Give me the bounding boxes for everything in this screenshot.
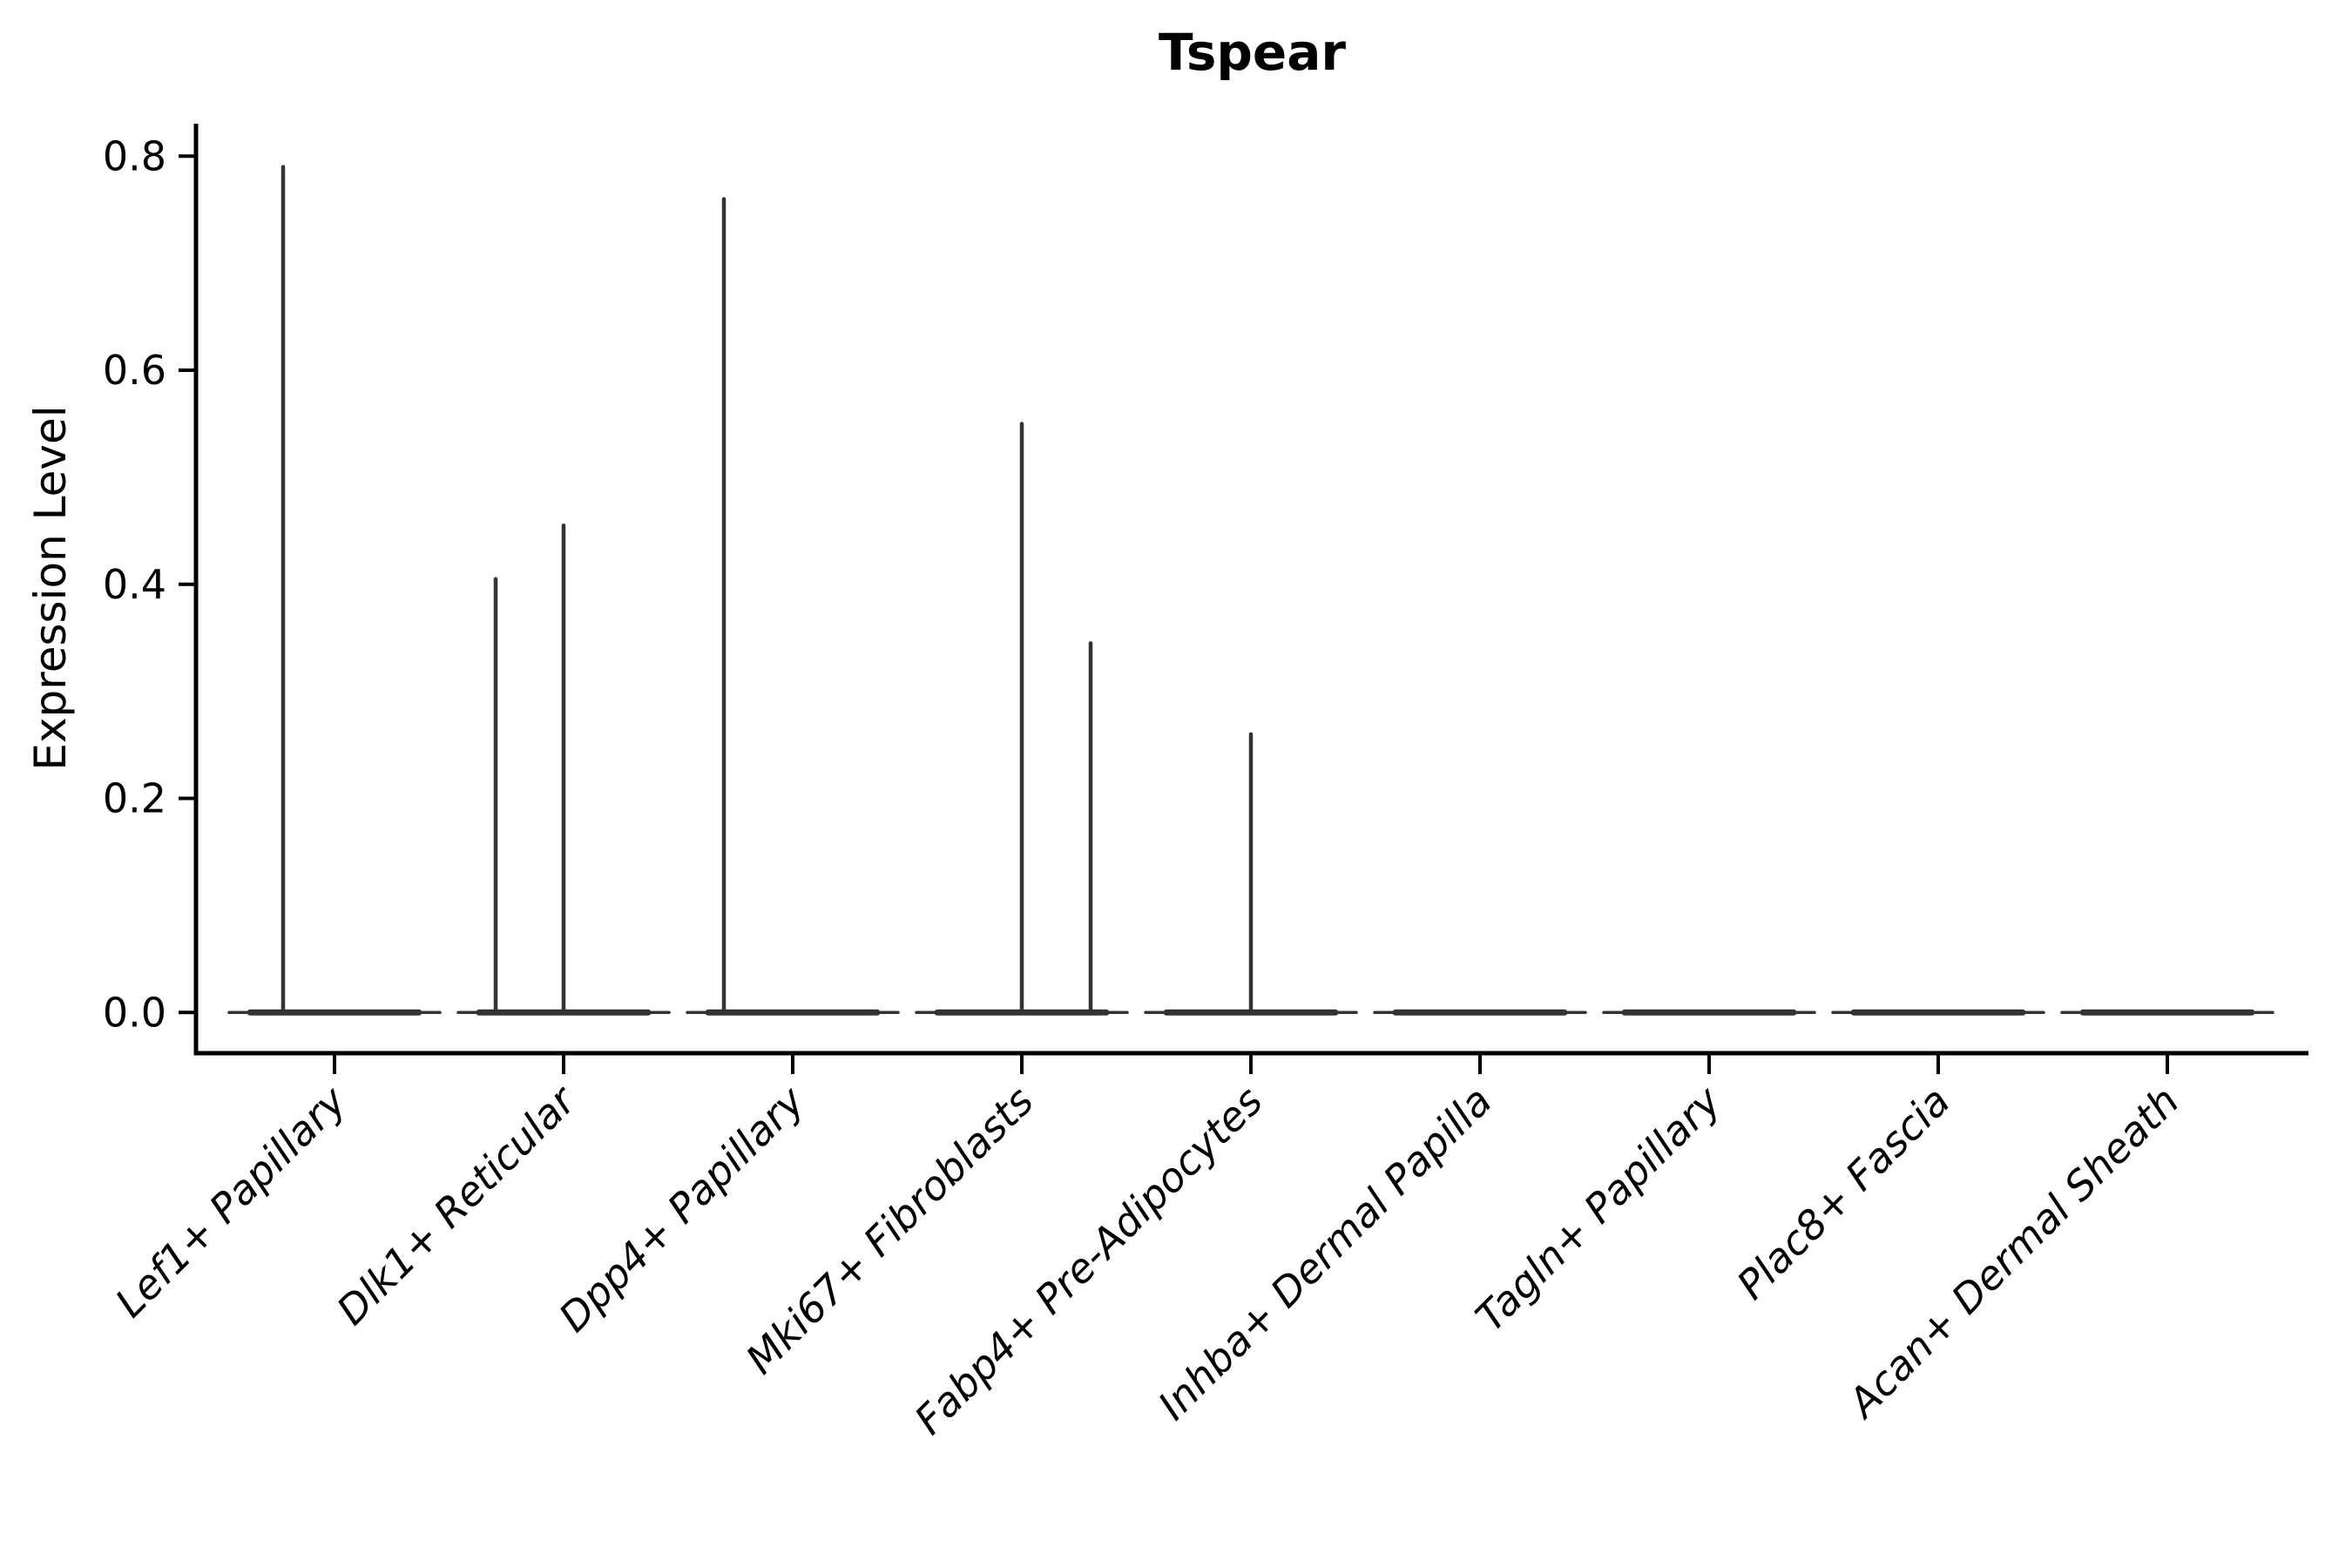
x-tick-label: Dpp4+ Papillary xyxy=(550,1077,814,1341)
y-tick-label: 0.0 xyxy=(103,989,166,1036)
x-tick-label: Tagln+ Papillary xyxy=(1466,1077,1730,1341)
x-tick-label: Dlk1+ Reticular xyxy=(328,1075,586,1334)
y-tick-label: 0.4 xyxy=(103,561,166,608)
chart-title: Tspear xyxy=(1159,23,1346,82)
y-tick-label: 0.6 xyxy=(103,347,166,394)
y-tick-label: 0.2 xyxy=(103,775,166,822)
y-tick-label: 0.8 xyxy=(103,132,166,179)
x-tick-label: Lef1+ Papillary xyxy=(106,1077,355,1326)
y-axis-label: Expression Level xyxy=(25,405,76,771)
x-tick-label: Plac8+ Fascia xyxy=(1727,1078,1958,1308)
